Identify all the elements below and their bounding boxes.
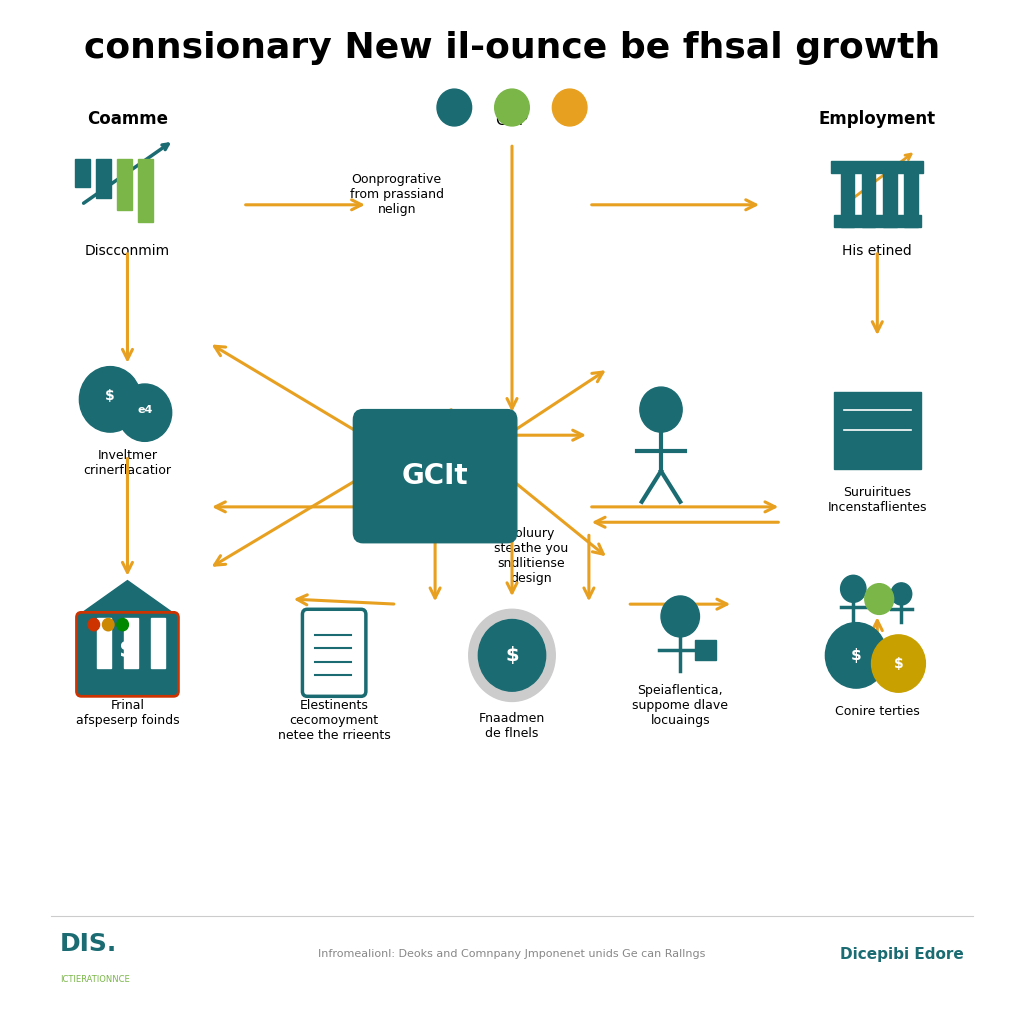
- Circle shape: [88, 618, 99, 631]
- Text: Employment: Employment: [819, 110, 936, 128]
- Text: Fnaadmen
de flnels: Fnaadmen de flnels: [479, 712, 545, 739]
- Circle shape: [80, 367, 141, 432]
- Circle shape: [495, 89, 529, 126]
- Text: Conire terties: Conire terties: [835, 705, 920, 718]
- Bar: [904, 171, 918, 227]
- Circle shape: [478, 620, 546, 691]
- Text: Suruiritues
Incenstaflientes: Suruiritues Incenstaflientes: [827, 486, 927, 514]
- Bar: [117, 159, 132, 210]
- Circle shape: [841, 575, 866, 602]
- Circle shape: [102, 618, 114, 631]
- Text: Discconmim: Discconmim: [85, 244, 170, 258]
- Text: Frinal
afspeserp foinds: Frinal afspeserp foinds: [76, 699, 179, 727]
- Bar: [138, 159, 154, 222]
- Circle shape: [117, 618, 128, 631]
- Circle shape: [552, 89, 587, 126]
- Bar: [694, 640, 716, 660]
- Text: Infromealionl: Deoks and Comnpany Jmponenet unids Ge can Rallngs: Infromealionl: Deoks and Comnpany Jmpone…: [318, 949, 706, 959]
- Text: e4: e4: [137, 404, 153, 415]
- Text: Soluury
steathe you
sndlitiense
design: Soluury steathe you sndlitiense design: [495, 527, 568, 586]
- Text: GCIt: GCIt: [401, 462, 468, 490]
- Text: Elestinents
cecomoyment
netee the rrieents: Elestinents cecomoyment netee the rrieen…: [278, 699, 390, 742]
- Bar: [151, 618, 165, 668]
- Circle shape: [871, 635, 926, 692]
- Circle shape: [825, 623, 887, 688]
- FancyBboxPatch shape: [353, 410, 517, 543]
- Circle shape: [891, 583, 911, 605]
- Text: ICTIERATIONNCЕ: ICTIERATIONNCЕ: [60, 975, 130, 984]
- Bar: [835, 215, 921, 227]
- Bar: [883, 171, 897, 227]
- Text: $: $: [894, 656, 903, 671]
- FancyBboxPatch shape: [302, 609, 366, 696]
- Bar: [124, 618, 138, 668]
- Text: $: $: [119, 638, 136, 663]
- Circle shape: [437, 89, 472, 126]
- Text: GDP: GDP: [496, 113, 528, 128]
- Circle shape: [640, 387, 682, 432]
- Bar: [84, 613, 171, 670]
- Text: DIS.: DIS.: [60, 932, 118, 955]
- Bar: [862, 171, 876, 227]
- Bar: [835, 392, 921, 469]
- Text: Oonprogrative
from prassiand
nelign: Oonprogrative from prassiand nelign: [349, 173, 443, 216]
- Bar: [95, 159, 112, 198]
- Text: connsionary New il-ounce be fhsal growth: connsionary New il-ounce be fhsal growth: [84, 31, 940, 65]
- Circle shape: [662, 596, 699, 637]
- Text: $: $: [505, 646, 519, 665]
- Text: Inveltmer
crinerflacatior: Inveltmer crinerflacatior: [84, 449, 171, 476]
- Text: His etined: His etined: [843, 244, 912, 258]
- Bar: [75, 159, 90, 187]
- Text: $: $: [105, 389, 115, 403]
- FancyBboxPatch shape: [77, 612, 178, 696]
- Text: Inesiontity: Inesiontity: [841, 650, 913, 665]
- Bar: [841, 171, 854, 227]
- Text: Coamme: Coamme: [87, 110, 168, 128]
- Polygon shape: [81, 581, 174, 613]
- Bar: [831, 161, 924, 173]
- Circle shape: [865, 584, 894, 614]
- Text: $: $: [851, 648, 861, 663]
- Bar: [96, 618, 112, 668]
- Circle shape: [469, 609, 555, 701]
- Text: Speiaflentica,
suppome dlave
locuaings: Speiaflentica, suppome dlave locuaings: [632, 684, 728, 727]
- Text: Dicepibi Edore: Dicepibi Edore: [840, 947, 964, 962]
- Circle shape: [118, 384, 172, 441]
